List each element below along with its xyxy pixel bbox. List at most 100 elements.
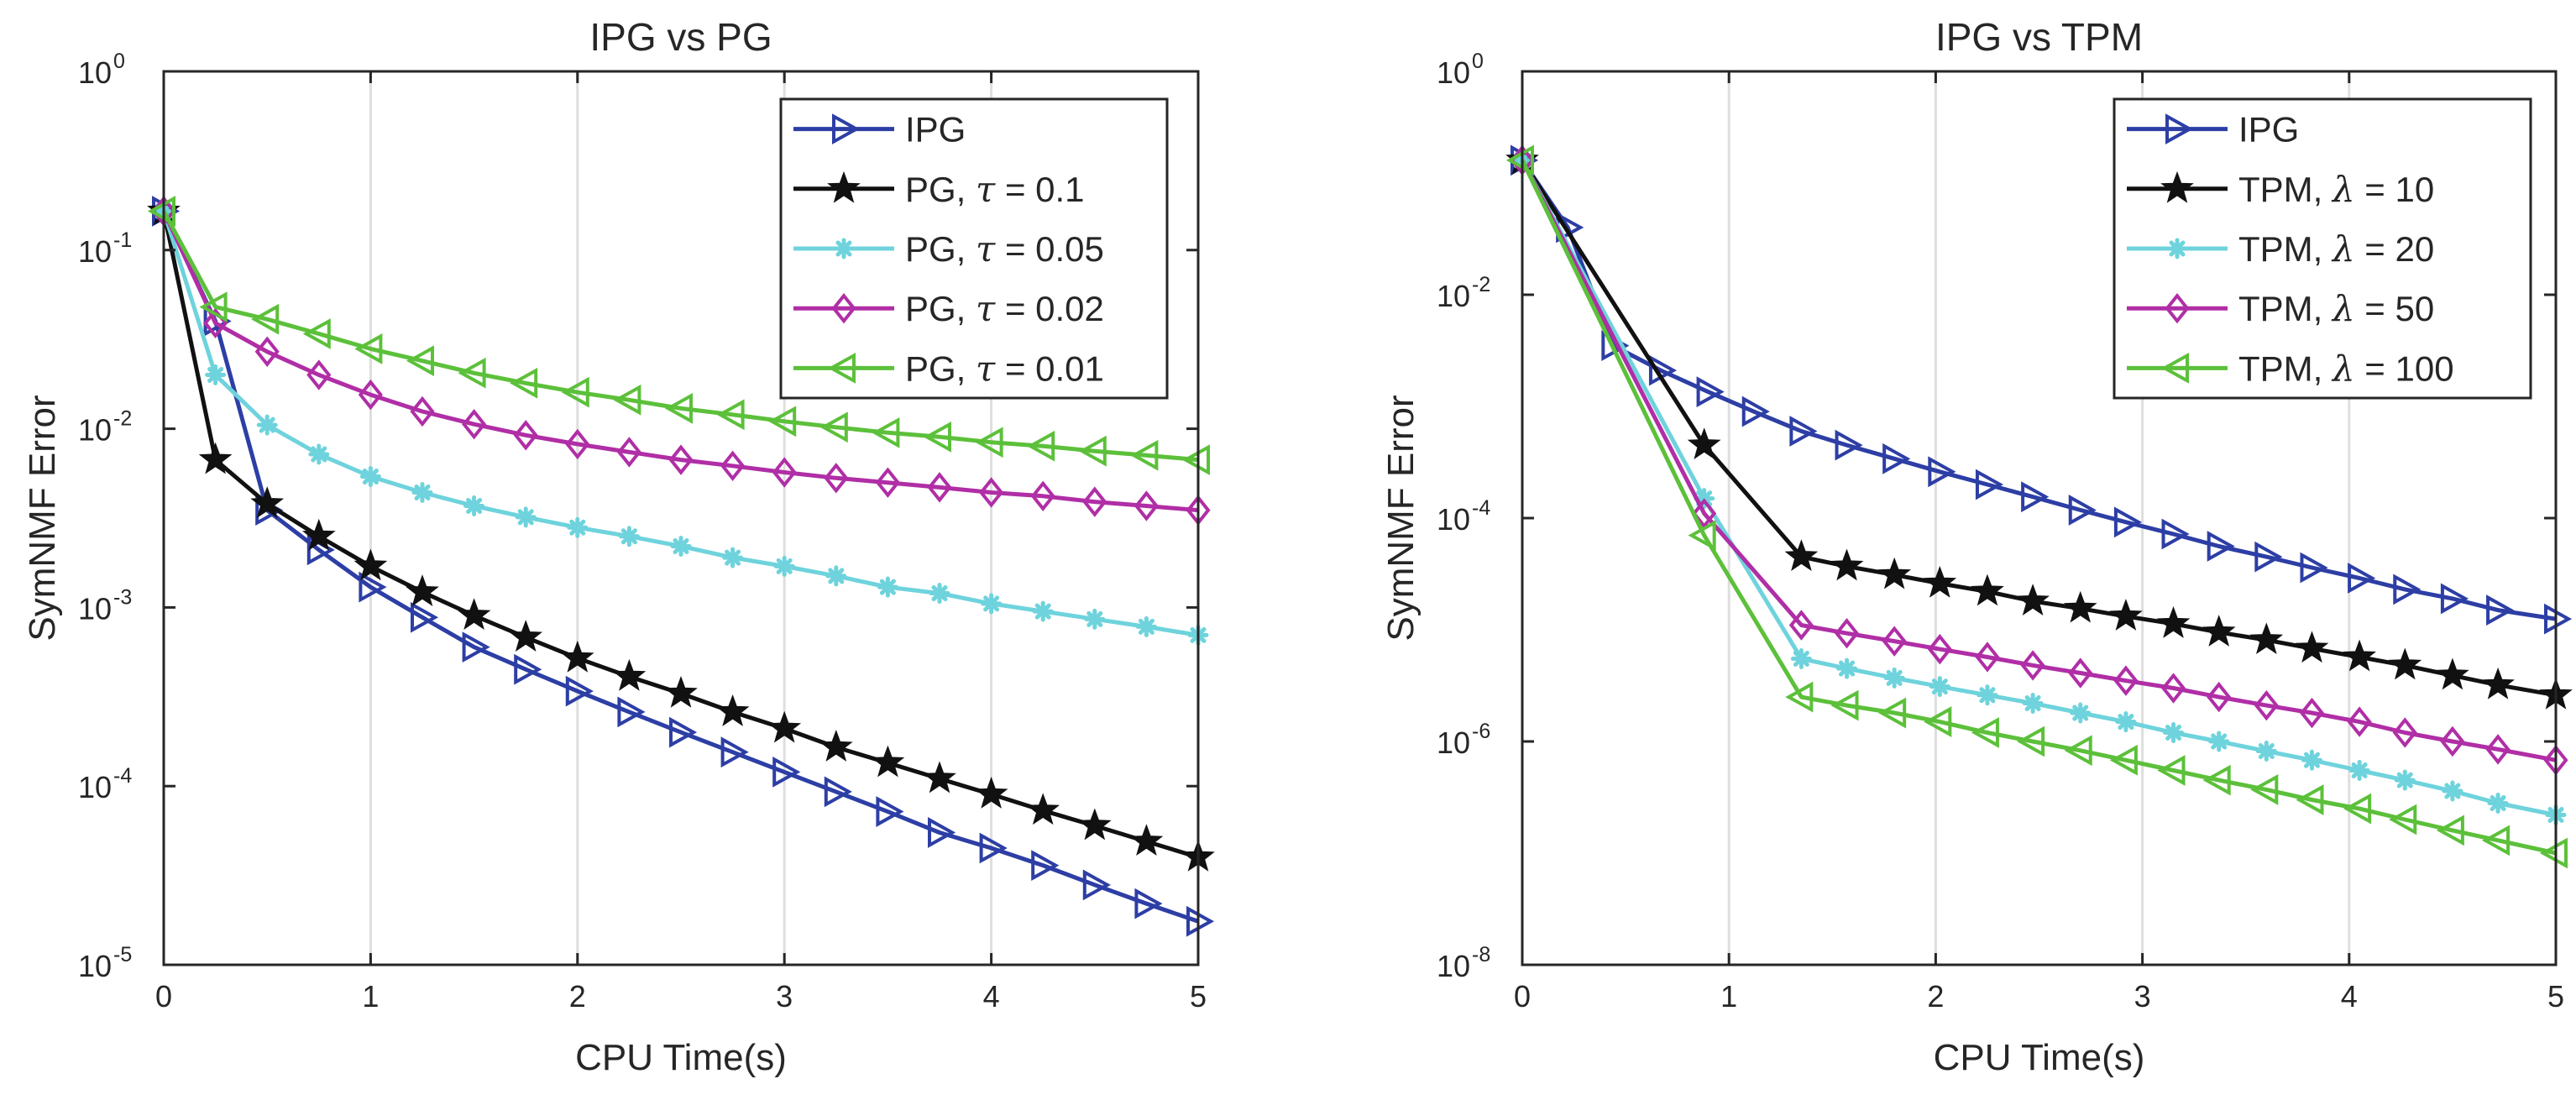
y-axis-label: SymNMF Error — [1380, 395, 1422, 641]
data-point-marker — [669, 716, 698, 748]
y-tick-label: 10 -2 — [78, 407, 132, 448]
data-point-marker — [618, 526, 640, 547]
legend-label-symbol: λ — [2331, 169, 2355, 210]
data-point-marker — [254, 336, 280, 368]
legend-label: TPM, λ = 100 — [2238, 348, 2454, 389]
data-point-marker — [928, 817, 956, 848]
x-tick-label: 3 — [776, 979, 793, 1014]
legend-label-prefix: PG, — [905, 289, 976, 328]
legend-label: IPG — [905, 110, 966, 149]
data-point-marker — [720, 450, 746, 481]
legend-label-prefix: TPM, — [2238, 289, 2333, 328]
data-point-marker — [664, 676, 698, 708]
data-point-marker — [2343, 639, 2376, 672]
legend-label-prefix: TPM, — [2238, 348, 2333, 388]
data-point-marker — [2481, 667, 2515, 699]
data-point-marker — [981, 593, 1003, 615]
legend-label-prefix: PG, — [905, 170, 976, 209]
data-point-marker — [767, 710, 802, 743]
data-point-marker — [2157, 755, 2186, 786]
data-point-marker — [2296, 784, 2324, 815]
data-point-marker — [2348, 563, 2376, 594]
data-point-marker — [462, 631, 490, 663]
data-point-marker — [871, 745, 905, 778]
data-point-marker — [819, 411, 848, 443]
data-point-marker — [358, 379, 383, 411]
data-point-marker — [1687, 427, 1721, 460]
data-point-marker — [875, 467, 900, 498]
data-point-marker — [2393, 574, 2422, 605]
data-point-marker — [1032, 600, 1054, 622]
y-tick-base: 10 — [78, 949, 112, 983]
data-point-marker — [1129, 824, 1164, 856]
data-point-marker — [2207, 681, 2232, 713]
data-point-marker — [1924, 706, 1952, 737]
data-point-marker — [457, 598, 491, 631]
data-point-marker — [1883, 667, 1905, 689]
data-point-marker — [2487, 793, 2509, 815]
data-point-marker — [306, 359, 332, 390]
y-tick-exponent: -2 — [113, 407, 132, 431]
data-point-marker — [1835, 429, 1863, 461]
data-point-marker — [2161, 518, 2190, 550]
data-point-marker — [2301, 749, 2322, 771]
data-point-marker — [2394, 769, 2416, 791]
x-tick-label: 2 — [569, 979, 586, 1014]
data-point-marker — [2068, 657, 2093, 689]
data-point-marker — [974, 776, 1008, 809]
data-point-marker — [458, 357, 486, 389]
data-point-marker — [2436, 815, 2464, 846]
data-point-marker — [410, 395, 435, 427]
data-point-marker — [2440, 725, 2465, 757]
data-point-marker — [1026, 793, 1060, 825]
data-point-marker — [406, 345, 434, 377]
y-tick-label: 10 -3 — [78, 585, 132, 626]
y-tick-exponent: -4 — [113, 764, 132, 788]
y-tick-base: 10 — [78, 55, 112, 90]
legend-label-value: = 10 — [2355, 170, 2435, 209]
data-point-marker — [250, 486, 285, 518]
data-point-marker — [1975, 642, 2000, 673]
legend-swatch-marker — [827, 353, 856, 384]
data-point-marker — [1877, 557, 1912, 589]
legend-label-prefix: IPG — [905, 110, 966, 149]
legend-swatch-marker — [833, 238, 855, 259]
legend-swatch-marker — [2166, 238, 2188, 259]
legend-label: TPM, λ = 10 — [2238, 169, 2434, 210]
data-point-marker — [1882, 443, 1911, 474]
data-point-marker — [1696, 376, 1725, 408]
data-point-marker — [2388, 647, 2422, 680]
data-point-marker — [2343, 793, 2372, 825]
y-tick-label: 10 0 — [78, 50, 125, 90]
series-line — [1520, 159, 2557, 762]
data-point-marker — [2299, 697, 2325, 729]
y-tick-base: 10 — [78, 591, 112, 626]
data-point-marker — [2392, 717, 2417, 748]
data-point-marker — [565, 428, 590, 460]
data-point-marker — [1975, 469, 2004, 500]
data-point-marker — [1882, 626, 1907, 657]
y-tick-label: 10 -8 — [1437, 943, 1490, 983]
data-point-marker — [1929, 676, 1950, 698]
y-tick-label: 10 0 — [1437, 50, 1484, 90]
data-point-marker — [354, 333, 383, 364]
data-point-marker — [1927, 633, 1952, 665]
x-tick-label: 5 — [2547, 979, 2564, 1014]
data-point-marker — [2436, 657, 2469, 690]
data-point-marker — [1134, 888, 1163, 919]
legend-label: TPM, λ = 50 — [2238, 288, 2434, 329]
data-point-marker — [2255, 740, 2277, 762]
y-tick-exponent: -8 — [1472, 943, 1490, 966]
x-tick-label: 3 — [2134, 979, 2151, 1014]
data-point-marker — [463, 495, 485, 516]
y-tick-label: 10 -1 — [78, 228, 132, 269]
data-point-marker — [302, 318, 331, 349]
y-tick-base: 10 — [1437, 725, 1470, 760]
legend-label-symbol: λ — [2331, 288, 2355, 329]
data-point-marker — [2020, 650, 2045, 681]
data-point-marker — [979, 477, 1004, 508]
data-point-marker — [613, 384, 641, 416]
data-point-marker — [406, 574, 439, 606]
x-tick-label: 2 — [1927, 979, 1944, 1014]
